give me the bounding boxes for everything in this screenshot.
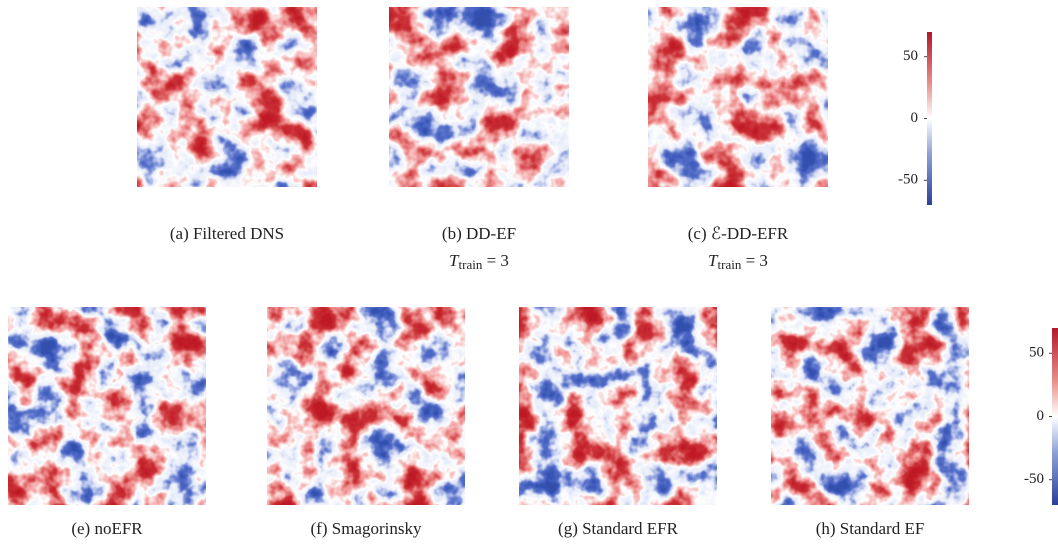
colorbar-tick-label: 0 (1037, 408, 1045, 424)
field-image (267, 307, 465, 505)
field-image (519, 307, 717, 505)
panel-caption: (a) Filtered DNS (170, 224, 284, 243)
rest: = 3 (741, 251, 768, 270)
panel-sublabel: Ttrain = 3 (708, 251, 768, 272)
colorbar-tick-label: 50 (903, 48, 918, 64)
panel-caption: (e) noEFR (71, 519, 143, 538)
panel-caption: (b) DD-EF (442, 224, 516, 243)
subscript: train (459, 257, 483, 272)
colorbar-tick-label: 0 (911, 110, 919, 126)
field-image (389, 7, 569, 187)
colorbar (927, 32, 932, 205)
rest: = 3 (482, 251, 509, 270)
panel-caption: (g) Standard EFR (558, 519, 679, 538)
field-image (8, 307, 206, 505)
colorbar-tick-label: 50 (1029, 345, 1044, 361)
subscript: train (718, 257, 742, 272)
colorbar-tick-label: -50 (898, 172, 918, 188)
field-image (771, 307, 969, 505)
field-image (648, 7, 828, 187)
panel-caption: (c) ℰ-DD-EFR (688, 224, 789, 243)
colorbar-tick-label: -50 (1024, 471, 1044, 487)
panel-caption: (h) Standard EF (816, 519, 925, 538)
panel-sublabel: Ttrain = 3 (449, 251, 509, 272)
colorbar (1052, 328, 1058, 505)
field-image (137, 7, 317, 187)
panel-caption: (f) Smagorinsky (311, 519, 422, 538)
figure: (a) Filtered DNS (b) DD-EF Ttrain = 3 (c) ℰ… (0, 0, 1058, 544)
